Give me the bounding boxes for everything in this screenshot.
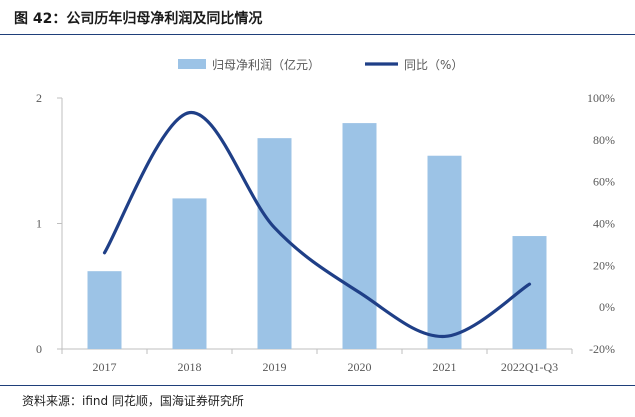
left-y-tick-label: 2 bbox=[36, 91, 42, 105]
bar-series bbox=[87, 123, 547, 349]
x-tick-label: 2020 bbox=[348, 360, 372, 374]
left-y-tick-label: 0 bbox=[36, 342, 42, 356]
x-tick-label: 2019 bbox=[263, 360, 287, 374]
right-y-tick-label: -20% bbox=[589, 342, 615, 356]
chart-axes: 0 1 2 -20% 0% 20% 40% 60% 80% 100% 2017 2018 2019 202… bbox=[36, 91, 615, 374]
left-y-tick-label: 1 bbox=[36, 217, 42, 231]
legend-bar-label: 归母净利润（亿元） bbox=[212, 57, 320, 72]
chart-legend: 归母净利润（亿元） 同比（%） bbox=[178, 57, 463, 72]
right-y-tick-label: 20% bbox=[593, 258, 615, 272]
x-tick-label: 2021 bbox=[433, 360, 457, 374]
x-tick-label: 2018 bbox=[178, 360, 202, 374]
bar bbox=[172, 198, 207, 349]
bar bbox=[427, 155, 462, 349]
figure-title: 图 42：公司历年归母净利润及同比情况 bbox=[14, 11, 263, 27]
legend-bar-swatch bbox=[178, 59, 206, 69]
right-y-tick-label: 80% bbox=[593, 133, 615, 147]
line-series bbox=[102, 111, 532, 339]
title-divider bbox=[0, 34, 635, 35]
right-y-tick-label: 40% bbox=[593, 217, 615, 231]
bar bbox=[87, 271, 122, 349]
right-y-tick-label: 100% bbox=[587, 91, 615, 105]
combo-chart: 归母净利润（亿元） 同比（%） 0 1 2 -20% 0% 20% 40% 60% 80% 100%… bbox=[36, 57, 615, 374]
x-tick-label: 2022Q1-Q3 bbox=[501, 360, 558, 374]
right-y-tick-label: 60% bbox=[593, 175, 615, 189]
legend-line-label: 同比（%） bbox=[404, 58, 463, 72]
source-divider bbox=[0, 385, 635, 386]
bar bbox=[257, 138, 292, 349]
bar bbox=[342, 123, 377, 349]
x-tick-label: 2017 bbox=[93, 360, 117, 374]
right-y-tick-label: 0% bbox=[599, 300, 615, 314]
source-note: 资料来源：ifind 同花顺，国海证券研究所 bbox=[22, 394, 244, 408]
yoy-line bbox=[102, 111, 532, 339]
